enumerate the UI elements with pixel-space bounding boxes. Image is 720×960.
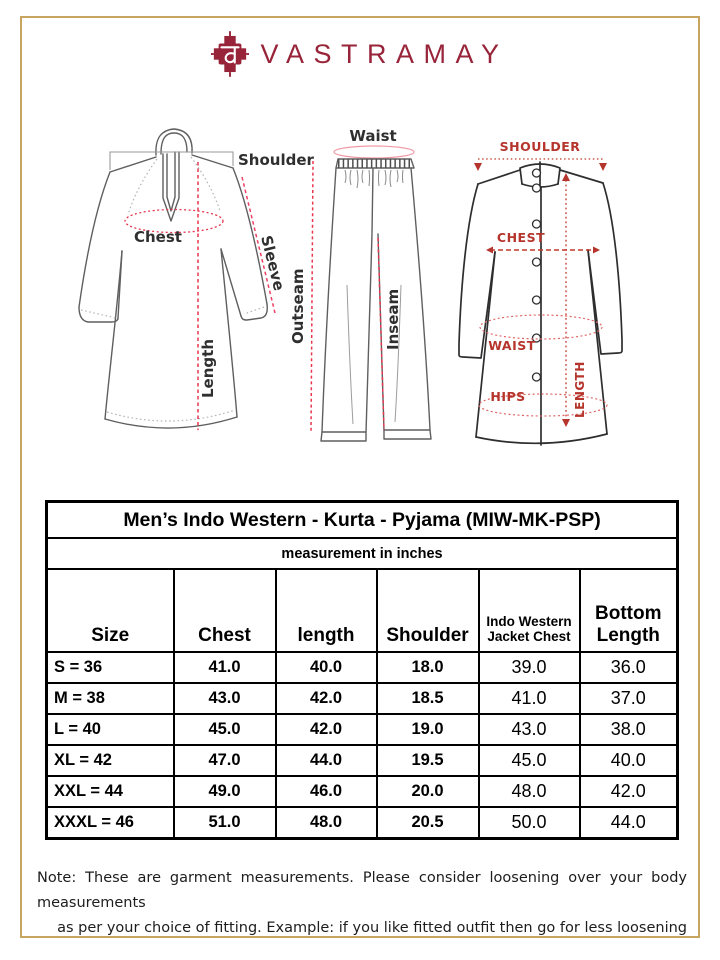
jacket-length-label: LENGTH xyxy=(573,361,587,418)
cell-shoulder: 19.0 xyxy=(375,713,480,746)
pyjama-gathers xyxy=(344,169,404,189)
cell-shoulder: 18.5 xyxy=(375,682,480,715)
cell-size: M = 38 xyxy=(45,682,175,715)
jacket-outline xyxy=(458,161,623,446)
pyjama-inseam-label: Inseam xyxy=(384,289,402,350)
size-row-xxl: XXL = 44 49.0 46.0 20.0 48.0 42.0 xyxy=(45,775,679,808)
kurta-shoulder-label: Shoulder xyxy=(238,151,315,169)
cell-bottom-length: 40.0 xyxy=(578,744,679,777)
table-title: Men’s Indo Western - Kurta - Pyjama (MIW… xyxy=(45,500,679,539)
pyjama-waist-label: Waist xyxy=(349,127,396,145)
cell-chest: 43.0 xyxy=(172,682,277,715)
kurta-chest-label: Chest xyxy=(134,228,182,246)
cell-size: XL = 42 xyxy=(45,744,175,777)
brand-logo: VASTRAMAY xyxy=(0,26,720,82)
cell-shoulder: 20.0 xyxy=(375,775,480,808)
cell-length: 48.0 xyxy=(274,806,378,840)
jacket-hips-label: HIPS xyxy=(490,389,525,404)
brand-name: VASTRAMAY xyxy=(260,38,509,69)
cell-length: 46.0 xyxy=(274,775,378,808)
cell-size: L = 40 xyxy=(45,713,175,746)
note-line-1: Note: These are garment measurements. Pl… xyxy=(37,870,687,911)
cell-jacket-chest: 48.0 xyxy=(477,775,581,808)
table-header-row: Size Chest length Shoulder Indo Western … xyxy=(45,568,679,653)
cell-bottom-length: 37.0 xyxy=(578,682,679,715)
cell-length: 42.0 xyxy=(274,682,378,715)
size-row-xl: XL = 42 47.0 44.0 19.5 45.0 40.0 xyxy=(45,744,679,777)
kurta-outline xyxy=(78,128,268,429)
cell-chest: 51.0 xyxy=(172,806,277,840)
size-chart-table: Men’s Indo Western - Kurta - Pyjama (MIW… xyxy=(45,500,680,840)
cell-bottom-length: 42.0 xyxy=(578,775,679,808)
cell-size: S = 36 xyxy=(45,651,175,684)
devanagari-va-glyph xyxy=(220,46,241,64)
pyjama-diagram: Waist Outseam Inseam xyxy=(289,127,432,442)
jacket-chest-label: CHEST xyxy=(497,230,545,245)
cell-chest: 45.0 xyxy=(172,713,277,746)
brand-logo-icon xyxy=(211,31,250,77)
kurta-stitch-lines xyxy=(80,156,265,422)
cell-jacket-chest: 45.0 xyxy=(477,744,581,777)
cell-chest: 49.0 xyxy=(172,775,277,808)
jacket-buttons xyxy=(531,168,542,382)
kurta-shoulder-bracket xyxy=(109,151,234,170)
pyjama-waist-line xyxy=(333,145,415,159)
cell-bottom-length: 44.0 xyxy=(578,806,679,840)
pyjama-outseam-line xyxy=(310,160,314,434)
cell-jacket-chest: 43.0 xyxy=(477,713,581,746)
jacket-waist-label: WAIST xyxy=(488,338,536,353)
cell-shoulder: 18.0 xyxy=(375,651,480,684)
cell-bottom-length: 38.0 xyxy=(578,713,679,746)
col-header-length: length xyxy=(274,568,378,653)
jacket-shoulder-label: SHOULDER xyxy=(500,139,581,154)
cell-jacket-chest: 41.0 xyxy=(477,682,581,715)
jacket-hips-line xyxy=(478,393,608,417)
size-row-s: S = 36 41.0 40.0 18.0 39.0 36.0 xyxy=(45,651,679,684)
jacket-waist-line xyxy=(479,314,603,340)
size-row-xxxl: XXXL = 46 51.0 48.0 20.5 50.0 44.0 xyxy=(45,806,679,840)
cell-bottom-length: 36.0 xyxy=(578,651,679,684)
measurement-note: Note: These are garment measurements. Pl… xyxy=(37,866,687,941)
col-header-size: Size xyxy=(45,568,175,653)
col-header-jacket-chest: Indo Western Jacket Chest xyxy=(477,568,581,653)
cell-shoulder: 19.5 xyxy=(375,744,480,777)
kurta-sleeve-label: Sleeve xyxy=(257,234,288,293)
kurta-chest-line xyxy=(124,208,224,234)
kurta-diagram: Shoulder Chest Sleeve Length xyxy=(78,128,315,430)
col-header-shoulder: Shoulder xyxy=(375,568,480,653)
pyjama-outline xyxy=(320,158,432,442)
jacket-arrows xyxy=(474,163,607,427)
cell-size: XXXL = 46 xyxy=(45,806,175,840)
size-row-m: M = 38 43.0 42.0 18.5 41.0 37.0 xyxy=(45,682,679,715)
table-title-row: Men’s Indo Western - Kurta - Pyjama (MIW… xyxy=(45,500,679,539)
size-row-l: L = 40 45.0 42.0 19.0 43.0 38.0 xyxy=(45,713,679,746)
table-subtitle: measurement in inches xyxy=(45,537,679,570)
cell-chest: 47.0 xyxy=(172,744,277,777)
pyjama-creases xyxy=(346,284,402,425)
cell-length: 40.0 xyxy=(274,651,378,684)
cell-length: 42.0 xyxy=(274,713,378,746)
pyjama-outseam-label: Outseam xyxy=(289,269,307,344)
cell-size: XXL = 44 xyxy=(45,775,175,808)
jacket-diagram: SHOULDER CHEST WAIST HIPS LENGTH xyxy=(458,139,623,446)
cell-shoulder: 20.5 xyxy=(375,806,480,840)
cell-chest: 41.0 xyxy=(172,651,277,684)
table-subtitle-row: measurement in inches xyxy=(45,537,679,570)
cell-jacket-chest: 39.0 xyxy=(477,651,581,684)
kurta-length-label: Length xyxy=(199,339,217,398)
col-header-bottom-length: Bottom Length xyxy=(578,568,679,653)
col-header-chest: Chest xyxy=(172,568,277,653)
cell-length: 44.0 xyxy=(274,744,378,777)
cell-jacket-chest: 50.0 xyxy=(477,806,581,840)
measurement-diagrams: Shoulder Chest Sleeve Length Waist Outse… xyxy=(78,127,623,446)
note-line-2: as per your choice of fitting. Example: … xyxy=(57,919,687,936)
